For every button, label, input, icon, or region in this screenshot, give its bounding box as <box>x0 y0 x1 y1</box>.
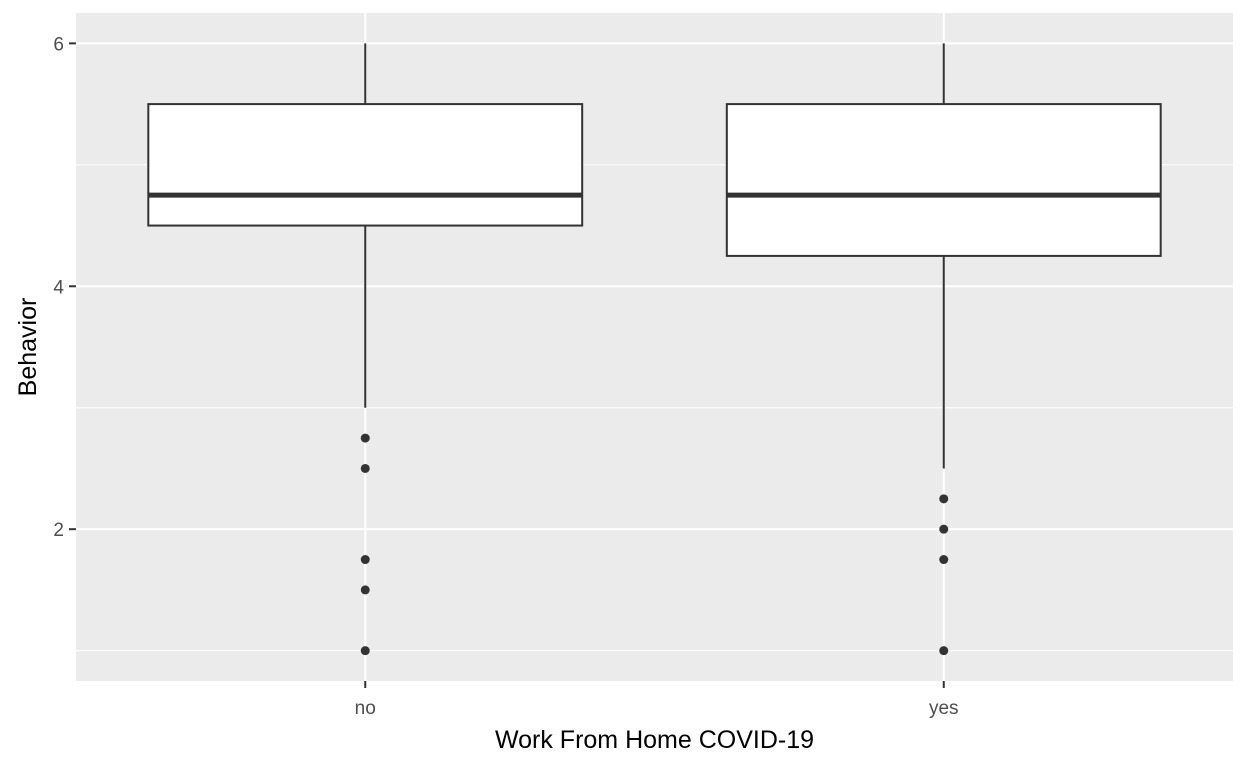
outlier-point <box>939 555 949 565</box>
x-tick-label: no <box>355 698 376 719</box>
outlier-point <box>360 555 370 565</box>
y-tick-label: 2 <box>53 520 64 541</box>
y-tick-label: 6 <box>53 34 64 55</box>
x-axis-title: Work From Home COVID-19 <box>495 726 814 754</box>
y-axis-title: Behavior <box>14 298 42 397</box>
box-iqr <box>725 103 1162 257</box>
box-series <box>147 43 1162 656</box>
outlier-point <box>360 433 370 443</box>
outlier-point <box>360 585 370 595</box>
x-axis: no yes <box>355 681 959 719</box>
x-tick-label: yes <box>929 698 959 719</box>
box-iqr <box>147 103 584 227</box>
outlier-point <box>939 524 949 534</box>
box-no <box>147 43 584 656</box>
outlier-point <box>360 463 370 473</box>
outlier-point <box>939 646 949 656</box>
box-yes <box>725 43 1162 656</box>
outlier-point <box>939 494 949 504</box>
y-tick-label: 4 <box>53 277 64 298</box>
outlier-point <box>360 646 370 656</box>
y-axis: 2 4 6 <box>53 34 76 541</box>
